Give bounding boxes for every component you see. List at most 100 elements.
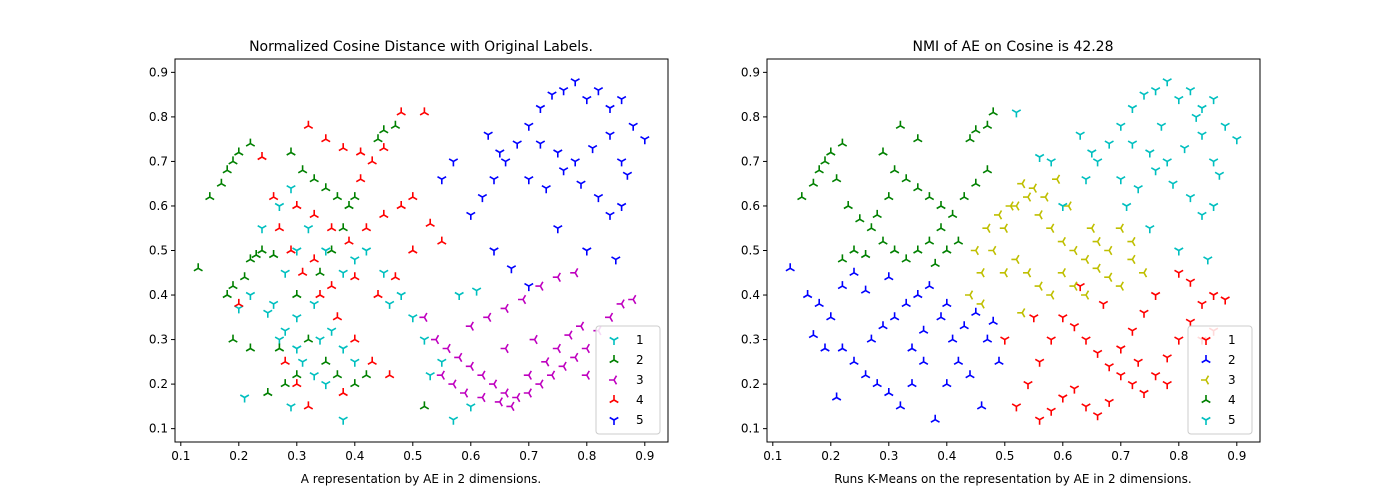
- right-point-series-4: [849, 245, 859, 254]
- right-point-series-3: [1023, 268, 1032, 278]
- right-point-series-3: [1017, 178, 1026, 189]
- right-point-series-3: [976, 299, 985, 309]
- right-point-series-1: [1150, 291, 1161, 300]
- right-point-series-5: [1174, 247, 1184, 256]
- left-point-series-1: [280, 327, 290, 336]
- left-point-series-5: [616, 95, 627, 105]
- right-point-series-4: [826, 147, 836, 156]
- right-point-series-3: [1092, 236, 1101, 247]
- left-point-series-1: [309, 300, 319, 309]
- right-point-series-5: [1197, 211, 1207, 220]
- left-point-series-4: [379, 209, 389, 219]
- left-point-series-5: [483, 131, 493, 140]
- right-point-series-4: [913, 134, 923, 143]
- left-point-series-3: [500, 388, 509, 398]
- left-legend: 1 2 3 4 5: [595, 325, 661, 435]
- right-point-series-2: [953, 356, 964, 365]
- right-point-series-3: [1034, 210, 1043, 220]
- right-point-series-5: [1150, 167, 1161, 176]
- right-y-tick-label: 0.5: [741, 244, 760, 258]
- left-point-series-1: [466, 403, 476, 412]
- right-x-tick: 0.8: [1169, 442, 1188, 463]
- left-point-series-5: [506, 265, 517, 274]
- left-y-tick: 0.5: [149, 244, 175, 258]
- right-legend-marker-5: [1201, 416, 1211, 425]
- right-point-series-1: [1127, 327, 1138, 336]
- left-point-series-5: [616, 202, 627, 211]
- right-point-series-5: [1185, 193, 1196, 203]
- left-point-series-3: [616, 299, 625, 309]
- left-point-series-1: [303, 225, 314, 234]
- left-point-series-1: [286, 403, 296, 412]
- left-point-series-3: [465, 361, 474, 372]
- left-point-series-3: [541, 357, 550, 367]
- right-point-series-1: [1116, 372, 1126, 381]
- left-x-tick: 0.7: [519, 442, 538, 463]
- right-point-series-4: [953, 236, 964, 245]
- right-point-series-3: [965, 290, 974, 300]
- left-point-series-4: [326, 223, 337, 232]
- right-x-tick: 0.1: [763, 442, 782, 463]
- right-point-series-5: [1116, 176, 1126, 185]
- left-point-series-5: [587, 144, 598, 154]
- left-point-series-4: [338, 388, 348, 397]
- right-point-series-5: [1058, 202, 1068, 211]
- right-point-series-3: [1081, 290, 1090, 300]
- right-point-series-1: [1000, 336, 1010, 345]
- left-point-series-5: [582, 247, 592, 256]
- left-point-series-5: [593, 193, 604, 203]
- left-x-tick-label: 0.2: [229, 449, 248, 463]
- right-point-series-1: [1029, 314, 1039, 323]
- right-point-series-1: [1139, 389, 1149, 398]
- right-x-tick-label: 0.3: [879, 449, 898, 463]
- left-chart-title: Normalized Cosine Distance with Original…: [249, 39, 593, 55]
- left-point-series-2: [292, 370, 302, 379]
- right-point-series-4: [843, 201, 853, 210]
- right-point-series-3: [988, 245, 997, 256]
- left-point-series-5: [512, 140, 522, 149]
- left-point-series-5: [524, 176, 534, 185]
- left-point-series-5: [605, 131, 615, 140]
- left-point-series-4: [280, 356, 290, 365]
- left-point-series-5: [605, 211, 615, 220]
- right-point-series-5: [1075, 131, 1085, 140]
- left-y-tick: 0.7: [149, 154, 175, 168]
- left-y-tick: 0.2: [149, 377, 175, 391]
- right-point-series-2: [808, 330, 819, 339]
- left-point-series-3: [570, 268, 579, 278]
- right-y-tick: 0.8: [741, 110, 767, 124]
- left-y-tick-label: 0.9: [149, 65, 168, 79]
- left-point-series-3: [535, 281, 544, 291]
- left-legend-label-4: 4: [636, 393, 644, 407]
- right-point-series-3: [1005, 201, 1014, 211]
- right-point-series-3: [1046, 290, 1055, 300]
- right-point-series-5: [1034, 153, 1045, 162]
- left-point-series-4: [274, 223, 285, 232]
- right-y-tick-label: 0.3: [741, 333, 760, 347]
- right-point-series-1: [1150, 372, 1161, 381]
- right-point-series-5: [1214, 171, 1225, 180]
- left-point-series-4: [437, 236, 447, 245]
- left-point-series-4: [309, 254, 319, 263]
- left-chart: Normalized Cosine Distance with Original…: [149, 39, 669, 486]
- left-y-tick-label: 0.8: [149, 110, 168, 124]
- left-point-series-3: [558, 361, 567, 372]
- left-point-series-1: [297, 358, 308, 367]
- left-point-series-2: [257, 245, 267, 254]
- left-point-series-2: [321, 183, 331, 192]
- left-point-series-3: [454, 352, 463, 363]
- left-chart-points: [193, 78, 650, 425]
- left-legend-label-1: 1: [636, 333, 644, 347]
- right-point-series-5: [1087, 149, 1097, 158]
- right-point-series-5: [1191, 113, 1201, 122]
- right-point-series-1: [1116, 345, 1126, 354]
- left-x-tick-label: 0.9: [635, 449, 654, 463]
- left-point-series-1: [350, 256, 360, 265]
- left-y-tick: 0.4: [149, 288, 175, 302]
- right-point-series-2: [884, 272, 894, 281]
- right-point-series-4: [878, 147, 888, 156]
- right-point-series-3: [1034, 281, 1043, 291]
- right-point-series-3: [1127, 236, 1136, 247]
- left-point-series-2: [373, 134, 383, 143]
- left-y-tick-label: 0.5: [149, 244, 168, 258]
